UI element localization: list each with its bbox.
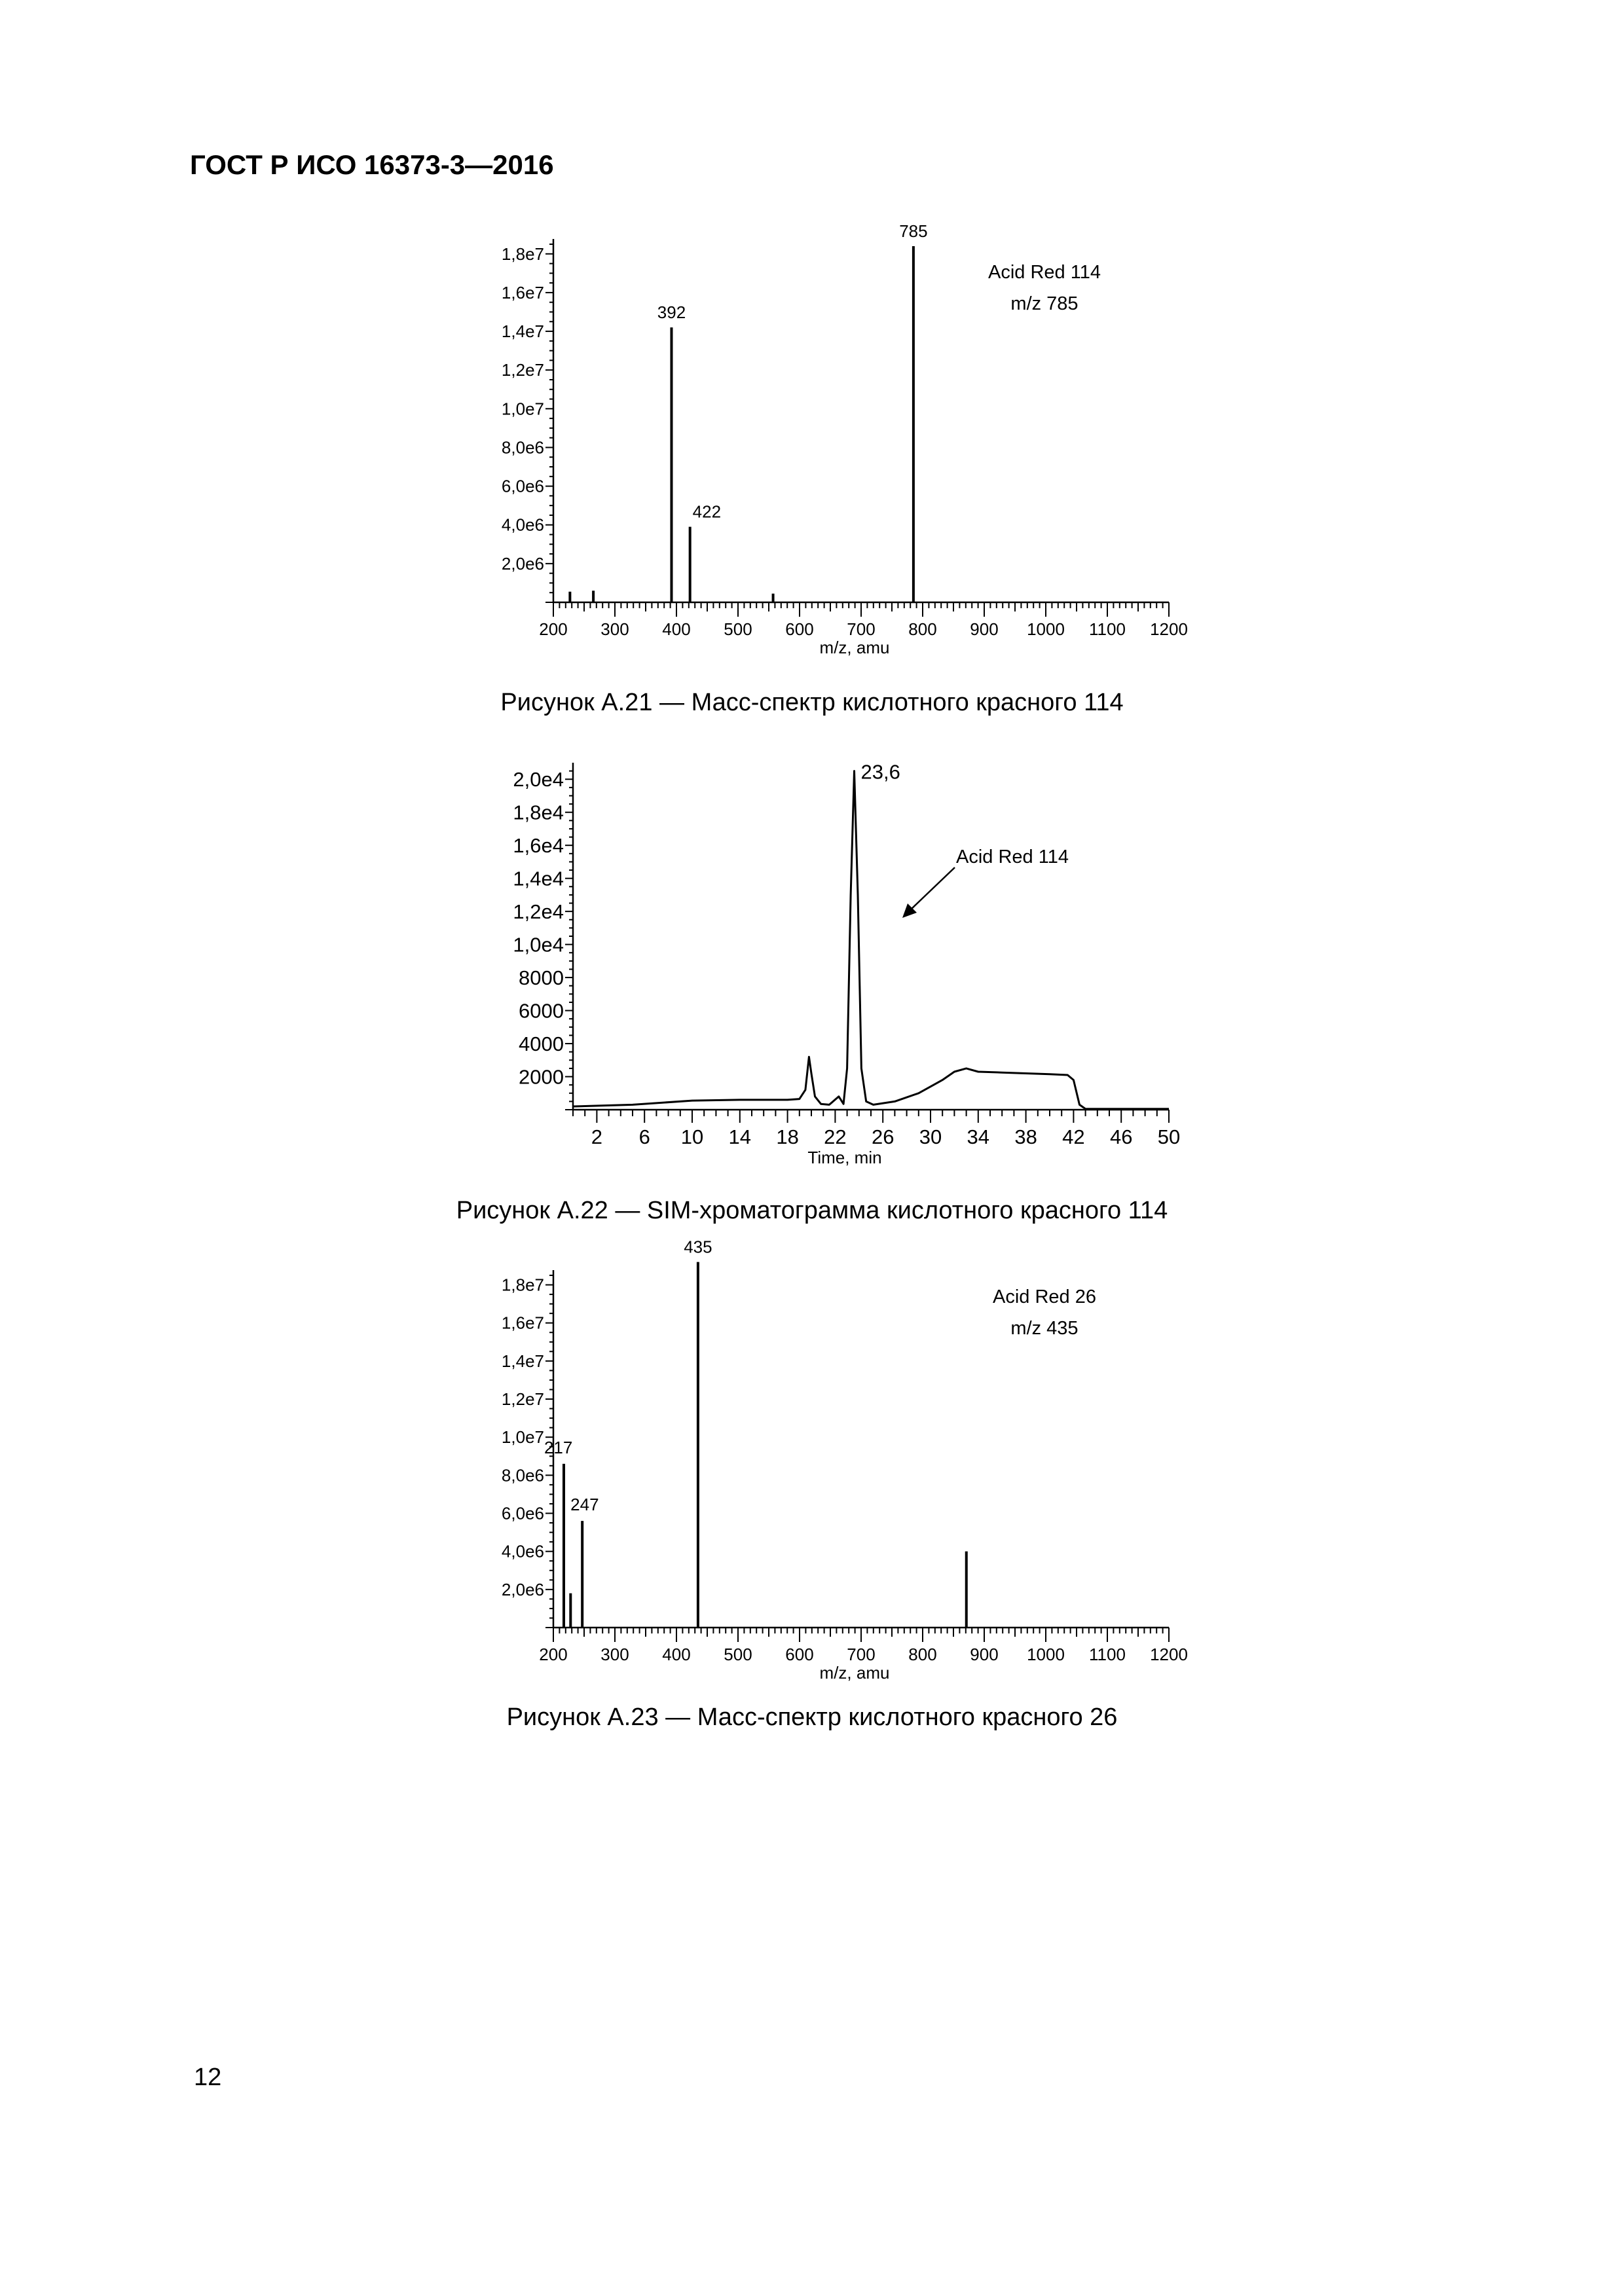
y-tick-label: 2,0e4: [513, 768, 564, 791]
x-tick-label: 1200: [1150, 1645, 1188, 1664]
mass-spectrum-acid-red-114: 2,0e6 4,0e6 6,0e6 8,0e6 1,0e7 1,2e7 1,4e7 1,6e7…: [502, 221, 1188, 657]
document-header: ГОСТ Р ИСО 16373-3—2016: [190, 149, 554, 180]
x-tick-label: 34: [967, 1125, 989, 1148]
x-tick-label: 14: [729, 1125, 751, 1148]
y-tick-label: 2,0e6: [502, 1580, 544, 1599]
compound-annotation: m/z 785: [1010, 293, 1078, 314]
x-tick-label: 300: [600, 619, 629, 639]
x-tick-label: 400: [662, 619, 690, 639]
x-tick-label: 1000: [1027, 619, 1065, 639]
x-tick-label: 500: [724, 619, 752, 639]
peak-label: 217: [544, 1438, 572, 1457]
y-tick-label: 1,2e7: [502, 360, 544, 380]
x-tick-label: 1100: [1089, 1645, 1126, 1664]
y-tick-label: 2000: [519, 1066, 564, 1089]
y-tick-label: 8000: [519, 966, 564, 989]
x-tick-label: 22: [824, 1125, 846, 1148]
x-tick-label: 200: [539, 619, 567, 639]
x-tick-label: 1200: [1150, 619, 1188, 639]
x-axis-label: Time, min: [807, 1148, 881, 1167]
x-tick-label: 42: [1062, 1125, 1084, 1148]
y-tick-label: 1,2e4: [513, 900, 564, 923]
x-tick-label: 600: [785, 1645, 813, 1664]
x-tick-label: 2: [591, 1125, 602, 1148]
y-tick-label: 2,0e6: [502, 554, 544, 574]
x-tick-label: 6: [639, 1125, 650, 1148]
x-axis-label: m/z, amu: [820, 638, 890, 657]
peak-label: 247: [570, 1495, 599, 1514]
mass-spectrum-acid-red-26: 2,0e6 4,0e6 6,0e6 8,0e6 1,0e7 1,2e7 1,4e7 1,6e7…: [502, 1237, 1188, 1683]
x-tick-label: 26: [872, 1125, 894, 1148]
x-tick-label: 600: [785, 619, 813, 639]
x-tick-label: 800: [908, 1645, 936, 1664]
x-tick-label: 30: [919, 1125, 942, 1148]
y-tick-label: 6,0e6: [502, 477, 544, 496]
figure-a23: 2,0e6 4,0e6 6,0e6 8,0e6 1,0e7 1,2e7 1,4e7 1,6e7…: [502, 1237, 1188, 1683]
y-tick-label: 8,0e6: [502, 1465, 544, 1485]
y-tick-label: 4,0e6: [502, 1542, 544, 1561]
x-axis-label: m/z, amu: [820, 1663, 890, 1683]
peak-label: 435: [684, 1237, 712, 1257]
x-tick-label: 1100: [1089, 619, 1126, 639]
y-tick-label: 4000: [519, 1032, 564, 1055]
y-tick-label: 1,4e4: [513, 867, 564, 890]
y-tick-label: 1,8e4: [513, 801, 564, 824]
chromatogram-trace: [572, 770, 1169, 1110]
peak-label: 23,6: [861, 761, 900, 784]
y-tick-label: 1,2e7: [502, 1389, 544, 1409]
y-tick-label: 1,6e7: [502, 283, 544, 302]
y-tick-label: 1,8e7: [502, 1275, 544, 1295]
peak-label: 422: [693, 502, 721, 522]
y-tick-label: 1,0e7: [502, 399, 544, 418]
x-tick-label: 46: [1110, 1125, 1132, 1148]
x-tick-label: 900: [970, 1645, 998, 1664]
x-tick-label: 18: [776, 1125, 798, 1148]
y-tick-label: 1,0e7: [502, 1427, 544, 1447]
y-tick-label: 4,0e6: [502, 515, 544, 535]
x-tick-label: 800: [908, 619, 936, 639]
x-tick-label: 200: [539, 1645, 567, 1664]
compound-annotation: m/z 435: [1010, 1318, 1078, 1339]
x-tick-label: 1000: [1027, 1645, 1065, 1664]
x-tick-label: 500: [724, 1645, 752, 1664]
figure-caption-a23: Рисунок А.23 — Масс-спектр кислотного кр…: [506, 1704, 1118, 1731]
y-tick-label: 1,6e7: [502, 1313, 544, 1333]
figure-caption-a21: Рисунок А.21 — Масс-спектр кислотного кр…: [500, 689, 1124, 716]
peak-label: 785: [899, 221, 927, 241]
annotation-arrow-head: [902, 903, 917, 918]
y-tick-label: 1,8e7: [502, 244, 544, 264]
peak-label: 392: [657, 302, 686, 322]
figure-a21: 2,0e6 4,0e6 6,0e6 8,0e6 1,0e7 1,2e7 1,4e7 1,6e7…: [0, 0, 1624, 753]
page-number: 12: [194, 2064, 222, 2091]
figure-caption-a22: Рисунок А.22 — SIM-хроматограмма кислотн…: [456, 1197, 1168, 1224]
y-tick-label: 8,0e6: [502, 437, 544, 457]
y-tick-label: 1,6e4: [513, 834, 564, 857]
y-tick-label: 1,4e7: [502, 321, 544, 341]
y-tick-label: 6,0e6: [502, 1504, 544, 1523]
x-tick-label: 300: [600, 1645, 629, 1664]
x-tick-label: 900: [970, 619, 998, 639]
y-tick-label: 1,4e7: [502, 1351, 544, 1371]
compound-annotation: Acid Red 114: [956, 847, 1069, 867]
x-tick-label: 700: [847, 619, 875, 639]
annotation-arrow-shaft: [910, 867, 955, 911]
sim-chromatogram-acid-red-114: 2000 4000 6000 8000 1,0e4 1,2e4 1,4e4 1,6e4 1,8e…: [513, 761, 1180, 1167]
compound-annotation: Acid Red 26: [993, 1286, 1096, 1307]
y-tick-label: 6000: [519, 1000, 564, 1023]
x-tick-label: 10: [681, 1125, 703, 1148]
figure-a22: 2000 4000 6000 8000 1,0e4 1,2e4 1,4e4 1,6e4 1,8e…: [513, 761, 1180, 1167]
compound-annotation: Acid Red 114: [988, 262, 1101, 283]
x-tick-label: 50: [1158, 1125, 1180, 1148]
x-tick-label: 400: [662, 1645, 690, 1664]
x-tick-label: 38: [1014, 1125, 1037, 1148]
x-tick-label: 700: [847, 1645, 875, 1664]
y-tick-label: 1,0e4: [513, 934, 564, 957]
